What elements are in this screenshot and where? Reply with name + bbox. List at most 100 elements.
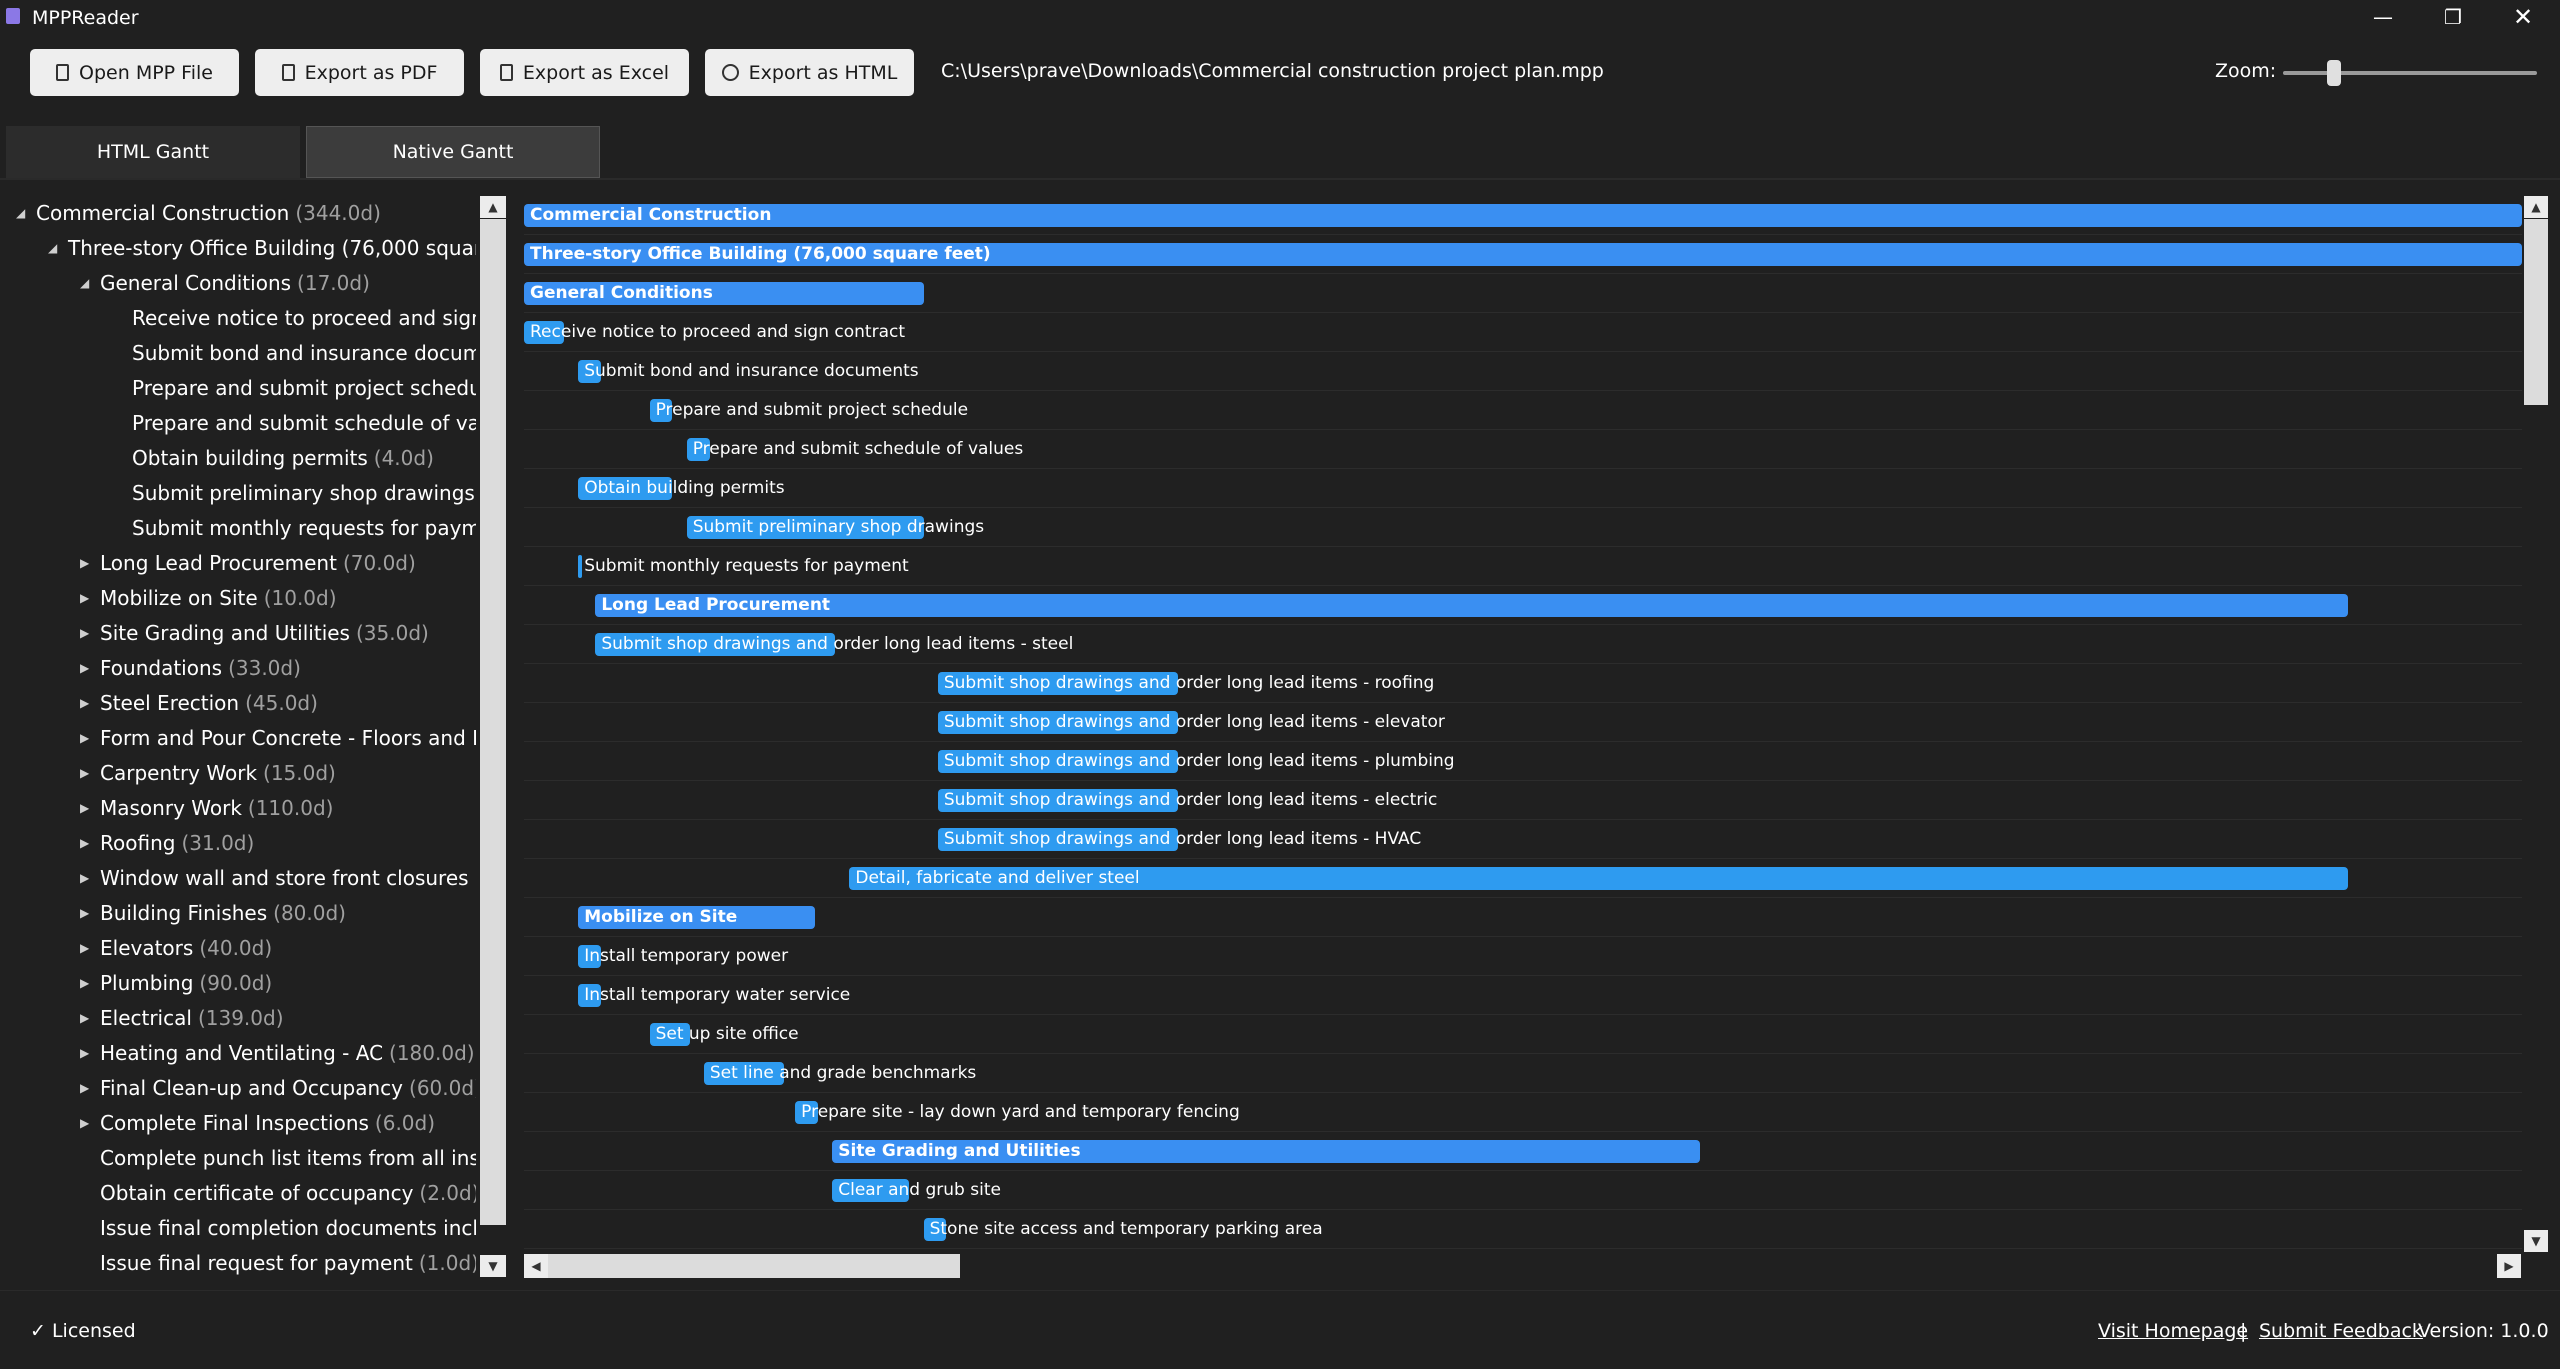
tree-item[interactable]: Submit monthly requests for paymen <box>6 511 476 546</box>
tree-item[interactable]: Issue final request for payment (1.0d) <box>6 1246 476 1281</box>
gantt-horizontal-scrollbar-thumb[interactable] <box>548 1254 960 1278</box>
expand-arrow-icon[interactable]: ▶ <box>80 696 90 710</box>
collapse-arrow-icon[interactable]: ◢ <box>16 206 26 220</box>
task-bar[interactable] <box>595 633 836 656</box>
summary-task-bar[interactable] <box>524 282 924 305</box>
gantt-scroll-right-icon[interactable]: ▶ <box>2497 1254 2521 1278</box>
tree-item[interactable]: ▶ Long Lead Procurement (70.0d) <box>6 546 476 581</box>
task-bar[interactable] <box>649 399 673 422</box>
task-bar[interactable] <box>578 360 602 383</box>
tree-item[interactable]: ▶ Form and Pour Concrete - Floors and Roc <box>6 721 476 756</box>
tree-item[interactable]: ▶ Site Grading and Utilities (35.0d) <box>6 616 476 651</box>
expand-arrow-icon[interactable]: ▶ <box>80 591 90 605</box>
tree-scroll-down-icon[interactable]: ▼ <box>480 1255 506 1277</box>
gantt-scroll-down-icon[interactable]: ▼ <box>2524 1230 2548 1252</box>
task-bar[interactable] <box>937 672 1178 695</box>
tree-item[interactable]: ▶ Heating and Ventilating - AC (180.0d) <box>6 1036 476 1071</box>
task-bar[interactable] <box>937 828 1178 851</box>
task-bar[interactable] <box>832 1179 910 1202</box>
expand-arrow-icon[interactable]: ▶ <box>80 1081 90 1095</box>
tree-scrollbar-thumb[interactable] <box>480 219 506 1225</box>
tree-item[interactable]: ◢ General Conditions (17.0d) <box>6 266 476 301</box>
task-bar[interactable] <box>795 1101 818 1124</box>
summary-task-bar[interactable] <box>595 594 2348 617</box>
expand-arrow-icon[interactable]: ▶ <box>80 871 90 885</box>
expand-arrow-icon[interactable]: ▶ <box>80 1046 90 1060</box>
tree-item[interactable]: ▶ Masonry Work (110.0d) <box>6 791 476 826</box>
zoom-slider-track[interactable] <box>2283 71 2537 75</box>
tree-item[interactable]: Issue final completion documents includi <box>6 1211 476 1246</box>
expand-arrow-icon[interactable]: ▶ <box>80 976 90 990</box>
summary-task-bar[interactable] <box>524 243 2522 266</box>
summary-task-bar[interactable] <box>832 1140 1700 1163</box>
task-bar[interactable] <box>686 516 924 539</box>
tree-item[interactable]: ▶ Roofing (31.0d) <box>6 826 476 861</box>
expand-arrow-icon[interactable]: ▶ <box>80 941 90 955</box>
task-bar[interactable] <box>649 1023 690 1046</box>
visit-homepage-link[interactable]: Visit Homepage <box>2098 1320 2249 1342</box>
task-bar[interactable] <box>578 945 602 968</box>
tree-item[interactable]: ◢ Three-story Office Building (76,000 squ… <box>6 231 476 266</box>
maximize-button[interactable]: ❐ <box>2444 5 2462 29</box>
submit-feedback-link[interactable]: Submit Feedback <box>2259 1320 2423 1342</box>
gantt-chart[interactable]: Commercial Construction Three-story Offic… <box>524 196 2522 1253</box>
zoom-slider-thumb[interactable] <box>2326 60 2341 86</box>
task-bar[interactable] <box>937 711 1178 734</box>
expand-arrow-icon[interactable]: ▶ <box>80 556 90 570</box>
tree-item[interactable]: ▶ Steel Erection (45.0d) <box>6 686 476 721</box>
tree-item[interactable]: ▶ Complete Final Inspections (6.0d) <box>6 1106 476 1141</box>
export-excel-button[interactable]: Export as Excel <box>480 49 689 96</box>
tree-item[interactable]: ▶ Final Clean-up and Occupancy (60.0d) <box>6 1071 476 1106</box>
tree-item[interactable]: Prepare and submit schedule of value <box>6 406 476 441</box>
tree-item[interactable]: Submit preliminary shop drawings(2 <box>6 476 476 511</box>
tree-scroll-up-icon[interactable]: ▲ <box>480 196 506 218</box>
expand-arrow-icon[interactable]: ▶ <box>80 836 90 850</box>
tab-native-gantt[interactable]: Native Gantt <box>306 126 600 178</box>
tree-item[interactable]: ▶ Electrical (139.0d) <box>6 1001 476 1036</box>
task-tree[interactable]: ◢ Commercial Construction (344.0d) ◢ Three-s… <box>6 196 476 1281</box>
open-mpp-button[interactable]: Open MPP File <box>30 49 239 96</box>
task-bar[interactable] <box>849 867 2348 890</box>
tree-item[interactable]: ◢ Commercial Construction (344.0d) <box>6 196 476 231</box>
summary-task-bar[interactable] <box>524 204 2522 227</box>
gantt-vertical-scrollbar-thumb[interactable] <box>2524 219 2548 405</box>
export-pdf-button[interactable]: Export as PDF <box>255 49 464 96</box>
minimize-button[interactable]: — <box>2373 5 2393 29</box>
tree-item[interactable]: ▶ Building Finishes (80.0d) <box>6 896 476 931</box>
collapse-arrow-icon[interactable]: ◢ <box>48 241 58 255</box>
tree-item[interactable]: ▶ Plumbing (90.0d) <box>6 966 476 1001</box>
tree-item[interactable]: ▶ Foundations (33.0d) <box>6 651 476 686</box>
gantt-scroll-up-icon[interactable]: ▲ <box>2524 196 2548 218</box>
expand-arrow-icon[interactable]: ▶ <box>80 731 90 745</box>
gantt-scroll-left-icon[interactable]: ◀ <box>524 1254 548 1278</box>
tree-item[interactable]: Receive notice to proceed and sign cc <box>6 301 476 336</box>
close-button[interactable]: ✕ <box>2512 3 2534 31</box>
task-bar[interactable] <box>578 477 673 500</box>
tree-item[interactable]: Obtain building permits (4.0d) <box>6 441 476 476</box>
tree-item[interactable]: Complete punch list items from all inspe… <box>6 1141 476 1176</box>
expand-arrow-icon[interactable]: ▶ <box>80 661 90 675</box>
tree-item[interactable]: Prepare and submit project schedule <box>6 371 476 406</box>
expand-arrow-icon[interactable]: ▶ <box>80 766 90 780</box>
task-bar[interactable] <box>578 984 602 1007</box>
tree-item[interactable]: ▶ Window wall and store front closures (60 <box>6 861 476 896</box>
summary-task-bar[interactable] <box>578 906 816 929</box>
task-bar[interactable] <box>923 1218 947 1241</box>
expand-arrow-icon[interactable]: ▶ <box>80 1116 90 1130</box>
task-bar[interactable] <box>937 750 1178 773</box>
expand-arrow-icon[interactable]: ▶ <box>80 801 90 815</box>
tree-item[interactable]: Obtain certificate of occupancy (2.0d) <box>6 1176 476 1211</box>
collapse-arrow-icon[interactable]: ◢ <box>80 276 90 290</box>
export-html-button[interactable]: Export as HTML <box>705 49 914 96</box>
task-bar[interactable] <box>686 438 710 461</box>
tree-item[interactable]: ▶ Elevators (40.0d) <box>6 931 476 966</box>
task-bar[interactable] <box>703 1062 784 1085</box>
task-bar[interactable] <box>937 789 1178 812</box>
task-bar[interactable] <box>524 321 564 344</box>
expand-arrow-icon[interactable]: ▶ <box>80 626 90 640</box>
expand-arrow-icon[interactable]: ▶ <box>80 906 90 920</box>
tree-item[interactable]: ▶ Carpentry Work (15.0d) <box>6 756 476 791</box>
tree-item[interactable]: ▶ Mobilize on Site (10.0d) <box>6 581 476 616</box>
tree-item[interactable]: Submit bond and insurance documen <box>6 336 476 371</box>
tab-html-gantt[interactable]: HTML Gantt <box>6 126 300 178</box>
